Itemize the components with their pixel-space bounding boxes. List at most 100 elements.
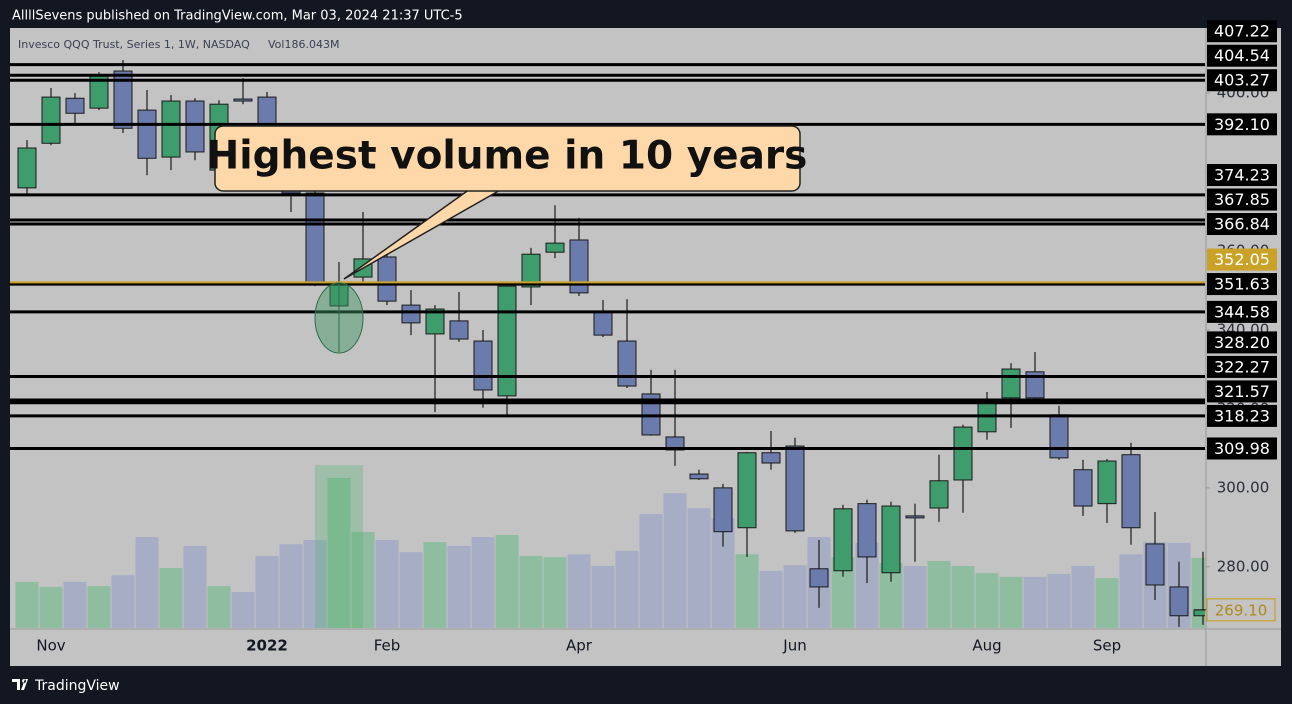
level-label-box [1207,164,1277,187]
footer-logo [12,679,28,690]
level-label-box [1207,331,1277,354]
candle-body [521,253,541,288]
level-label-box [1207,213,1277,236]
volume-bar [543,557,567,628]
level-label-box [1207,20,1277,43]
candle-body [1025,371,1045,399]
candle-body [905,515,925,519]
volume-bar [39,586,63,628]
candle-body [809,568,829,588]
candle-body [1169,586,1189,617]
volume-bar [1023,576,1047,628]
candle-body [65,97,85,114]
volume-bar [15,581,39,628]
legend-title: Invesco QQQ Trust, Series 1, 1W, NASDAQ [18,38,250,51]
volume-bar [447,545,471,628]
candle-body [497,285,517,397]
volume-bar [423,542,447,628]
candle-body [689,473,709,480]
level-label-box [1207,355,1277,378]
volume-bar [711,518,735,628]
candle-body [41,96,61,144]
axes: 280.00300.00320.00340.00360.00380.00400.… [36,20,1277,655]
level-label-box [1207,300,1277,323]
level-label: 392.10 [1214,115,1270,134]
level-label-box [1207,188,1277,211]
callout-box [214,125,801,192]
candle-body [953,426,973,481]
candle-body [17,147,37,189]
volume-label: Vol186.043M [268,38,339,51]
volume-bar [231,591,255,628]
level-label: 367.85 [1214,190,1270,209]
volume-bar [567,554,591,628]
candle-body [305,192,325,285]
level-label: 351.63 [1214,275,1270,294]
level-label-box [1207,273,1277,296]
candle-body [785,445,805,532]
volume-bar [399,552,423,628]
level-label-box [1207,404,1277,427]
level-label: 374.23 [1214,166,1270,185]
candle-body [473,340,493,391]
candle-body [377,256,397,302]
header-text: AllllSevens published on TradingView.com… [12,9,463,24]
candle-body [233,98,253,102]
volume-bar [471,537,495,628]
volume-bar [855,542,879,628]
candle-body [929,480,949,509]
volume-bar [375,540,399,628]
x-tick-label: Sep [1093,637,1121,655]
level-label: 328.20 [1214,333,1270,352]
volume-bar [951,565,975,628]
volume-bar [879,563,903,628]
level-label-box [1207,44,1277,67]
level-label-box [1207,380,1277,403]
x-tick-label: Feb [374,637,401,655]
candle-body [593,311,613,336]
volume-bar [615,550,639,628]
candle-body [113,70,133,129]
last-price-box [1206,598,1276,622]
level-label: 403.27 [1214,71,1270,90]
volume-bar [255,555,279,628]
volume-bar [639,514,663,628]
candle-body [881,505,901,574]
x-tick-label: 2022 [246,637,288,655]
volume-bar [1119,554,1143,628]
candle-body [161,100,181,158]
x-tick-label: Aug [972,637,1001,655]
candle-body [569,239,589,294]
volume-bar [519,555,543,628]
level-label: 322.27 [1214,357,1270,376]
level-label: 352.05 [1214,250,1270,269]
candle-body [857,503,877,558]
last-price-label: 269.10 [1215,601,1268,619]
volume-bar [831,557,855,628]
candle-body [1145,543,1165,586]
footer-brand: TradingView [34,678,120,694]
x-tick-label: Nov [36,637,65,655]
volume-bar [759,571,783,628]
candle-body [1049,414,1069,459]
volume-bar [1095,578,1119,628]
candle-body [1097,460,1117,505]
volume-bar [111,575,135,628]
y-tick-label: 280.00 [1217,557,1270,575]
volume-bar [975,573,999,628]
level-label: 318.23 [1214,406,1270,425]
candle-body [185,100,205,153]
level-label: 309.98 [1214,439,1270,458]
volume-bar [135,537,159,628]
volume-bar [591,565,615,628]
candle-body [761,452,781,464]
level-label-box [1207,248,1277,271]
candle-body [713,487,733,533]
callout-text: Highest volume in 10 years [207,134,808,179]
candle-body [449,320,469,340]
level-label-box [1207,113,1277,136]
volume-bar [63,581,87,628]
volume-bar [87,586,111,628]
candle-body [401,304,421,324]
